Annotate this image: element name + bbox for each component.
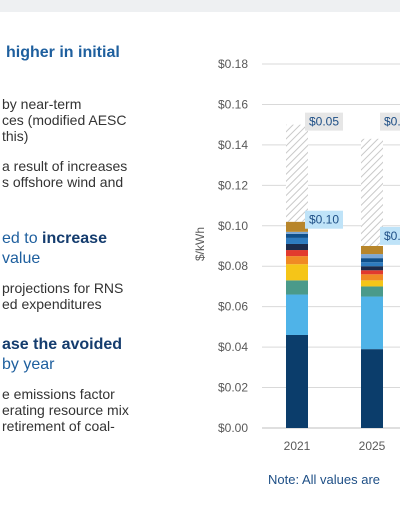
data-labels: $0.05 $0.10 $0.05 $0.0 bbox=[305, 112, 400, 245]
bar-segment bbox=[361, 280, 383, 287]
bar-segment bbox=[286, 294, 308, 335]
bar-segment bbox=[361, 266, 383, 271]
bullet-1-line-1: by near-term bbox=[2, 96, 82, 112]
bars bbox=[286, 124, 383, 428]
bullet-3-line-1: projections for RNS bbox=[2, 280, 124, 296]
bullet-2-line-2: s offshore wind and bbox=[2, 174, 124, 190]
y-tick-label: $0.00 bbox=[218, 421, 248, 435]
bar-segment bbox=[361, 258, 383, 263]
bar-segment bbox=[361, 286, 383, 297]
bar-segment bbox=[286, 250, 308, 257]
data-label-box bbox=[305, 210, 343, 229]
y-tick-label: $0.02 bbox=[218, 381, 248, 395]
bar-segment bbox=[361, 274, 383, 281]
y-tick-label: $0.12 bbox=[218, 178, 248, 192]
data-label-text: $0.0 bbox=[384, 229, 400, 243]
x-tick-labels: 2021 2025 bbox=[284, 439, 386, 453]
bar-segment bbox=[286, 231, 308, 234]
bullet-4-line-3: retirement of coal- bbox=[2, 418, 115, 434]
heading-2-line-1: ed to increase bbox=[2, 230, 107, 247]
bullet-2-line-1: a result of increases bbox=[2, 158, 128, 174]
bar-segment bbox=[286, 221, 308, 232]
bar-segment bbox=[286, 256, 308, 265]
bar-segment bbox=[361, 246, 383, 255]
heading-1: higher in initial bbox=[6, 44, 120, 61]
bar-segment bbox=[361, 270, 383, 275]
bar-segment bbox=[286, 233, 308, 238]
bullet-3-line-2: ed expenditures bbox=[2, 296, 102, 312]
heading-2-line-2: value bbox=[2, 250, 41, 267]
y-tick-label: $0.14 bbox=[218, 138, 248, 152]
heading-3-line-2: by year bbox=[2, 356, 55, 373]
bar-segment bbox=[286, 334, 308, 428]
bar-segment bbox=[286, 264, 308, 281]
y-tick-labels: $0.00 $0.02 $0.04 $0.06 $0.08 $0.10 $0.12 $0.14… bbox=[218, 57, 248, 435]
note-text: Note: All values are bbox=[268, 472, 381, 487]
y-tick-label: $0.04 bbox=[218, 340, 248, 354]
heading-3-line-1: ase the avoided bbox=[2, 336, 123, 353]
x-tick-label: 2025 bbox=[359, 439, 386, 453]
y-tick-label: $0.16 bbox=[218, 97, 248, 111]
y-tick-label: $0.10 bbox=[218, 219, 248, 233]
bullet-1-line-3: this) bbox=[2, 128, 29, 144]
data-label-box bbox=[305, 112, 343, 131]
bar-segment bbox=[286, 280, 308, 295]
data-label: $0.05 bbox=[380, 112, 400, 131]
left-text-panel: higher in initial by near-term ces (modi… bbox=[0, 0, 180, 516]
bar-segment bbox=[361, 262, 383, 267]
data-label-text: $0.10 bbox=[309, 213, 339, 227]
bullet-1-line-2: ces (modified AESC bbox=[2, 112, 127, 128]
bullet-4-line-1: e emissions factor bbox=[2, 386, 115, 402]
bar-segment bbox=[286, 243, 308, 251]
x-tick-label: 2021 bbox=[284, 439, 311, 453]
top-bar bbox=[0, 0, 400, 12]
data-label: $0.05 bbox=[305, 112, 343, 131]
y-tick-label: $0.18 bbox=[218, 57, 248, 71]
bar-segment bbox=[361, 254, 383, 259]
bar-segment bbox=[286, 237, 308, 244]
data-label: $0.0 bbox=[380, 226, 400, 245]
data-label-box bbox=[380, 226, 400, 245]
y-tick-label: $0.06 bbox=[218, 300, 248, 314]
bullet-4-line-2: erating resource mix bbox=[2, 402, 129, 418]
y-axis-label: $/kWh bbox=[193, 227, 207, 261]
bar-segment bbox=[361, 296, 383, 350]
data-label-box bbox=[380, 112, 400, 131]
data-label-text: $0.05 bbox=[384, 115, 400, 129]
bar-segment bbox=[361, 138, 383, 246]
bar-segment bbox=[286, 124, 308, 222]
y-tick-label: $0.08 bbox=[218, 259, 248, 273]
bar-segment bbox=[361, 349, 383, 428]
data-label: $0.10 bbox=[305, 210, 343, 229]
data-label-text: $0.05 bbox=[309, 115, 339, 129]
